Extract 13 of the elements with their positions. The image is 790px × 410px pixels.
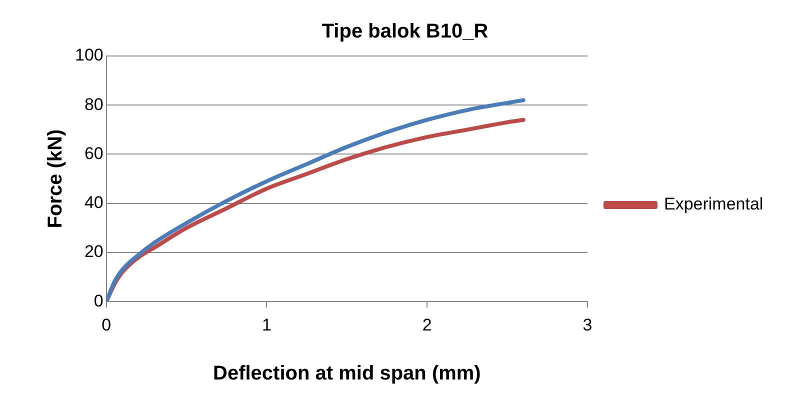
y-axis-title: Force (kN) xyxy=(44,129,67,228)
y-tick-label: 40 xyxy=(84,193,104,212)
x-axis-title: Deflection at mid span (mm) xyxy=(213,362,481,385)
chart-title: Tipe balok B10_R xyxy=(322,20,489,43)
y-tick-label: 100 xyxy=(74,46,104,65)
legend-label: Experimental xyxy=(664,194,764,214)
y-tick-label: 0 xyxy=(94,291,104,310)
y-tick-label: 20 xyxy=(84,242,104,262)
x-tick-label: 1 xyxy=(262,315,272,334)
x-tick-label: 2 xyxy=(422,315,432,334)
y-tick-label: 80 xyxy=(84,94,104,114)
x-tick-label: 3 xyxy=(582,315,592,334)
y-tick-label: 60 xyxy=(84,144,104,163)
